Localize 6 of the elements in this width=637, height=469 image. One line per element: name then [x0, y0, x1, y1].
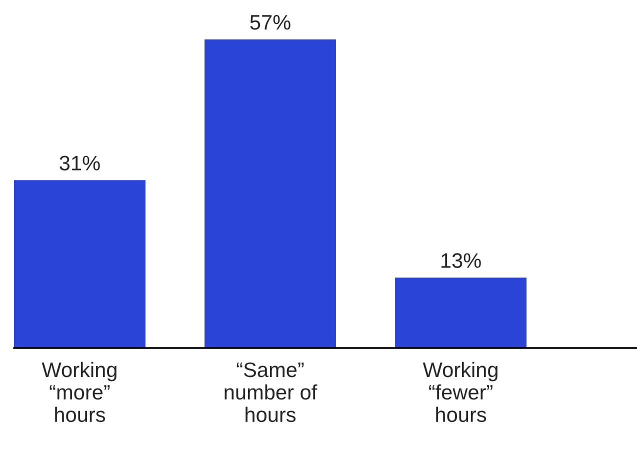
x-tick-label: Working “more” hours — [42, 362, 116, 422]
data-label: 13% — [442, 253, 481, 268]
data-label: 31% — [60, 156, 100, 170]
data-label: 57% — [250, 15, 290, 30]
x-tick-label: “Same” number of hours — [224, 362, 318, 422]
x-tick-label: Working “fewer” hours — [422, 362, 498, 422]
